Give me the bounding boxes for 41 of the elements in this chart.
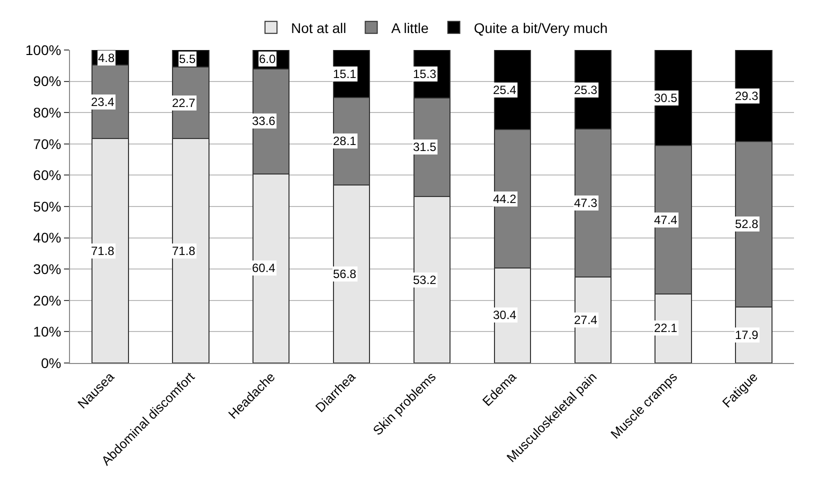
data-label: 52.8 (735, 217, 759, 231)
data-label: 23.4 (91, 95, 115, 109)
data-label: 56.8 (333, 267, 357, 281)
y-tick-label: 0% (40, 354, 62, 371)
data-label: 5.5 (179, 52, 196, 66)
data-label: 15.3 (413, 67, 437, 81)
y-tick-label: 60% (33, 167, 62, 184)
data-label: 33.6 (252, 114, 276, 128)
data-label: 30.5 (654, 91, 678, 105)
data-label: 47.3 (574, 196, 598, 210)
y-tick-label: 20% (33, 292, 62, 308)
y-tick-label: 50% (33, 198, 62, 214)
data-label: 6.0 (259, 52, 276, 66)
data-label: 4.8 (98, 51, 116, 65)
y-tick-label: 90% (33, 73, 62, 90)
data-label: 71.8 (91, 244, 115, 258)
data-label: 22.1 (654, 321, 678, 335)
data-label: 44.2 (493, 192, 517, 206)
legend-label: Quite a bit/Very much (474, 20, 608, 36)
data-label: 17.9 (735, 328, 759, 342)
data-label: 53.2 (413, 273, 437, 287)
y-tick-label: 80% (33, 104, 62, 120)
data-label: 47.4 (654, 213, 678, 227)
legend-label: Not at all (291, 20, 346, 36)
data-label: 28.1 (333, 134, 357, 148)
legend-label: A little (391, 20, 429, 36)
data-label: 22.7 (172, 96, 196, 110)
data-label: 31.5 (413, 140, 437, 154)
y-tick-label: 30% (33, 261, 62, 277)
y-tick-label: 100% (25, 42, 62, 58)
y-tick-label: 70% (33, 136, 62, 152)
data-label: 30.4 (493, 308, 517, 322)
y-tick-label: 10% (33, 324, 62, 340)
data-label: 71.8 (172, 244, 196, 258)
data-label: 27.4 (574, 313, 598, 327)
data-label: 29.3 (735, 89, 759, 103)
y-tick-label: 40% (33, 230, 62, 246)
data-label: 15.1 (333, 67, 357, 81)
data-label: 25.4 (493, 83, 517, 97)
data-label: 60.4 (252, 261, 276, 275)
data-label: 25.3 (574, 83, 598, 97)
